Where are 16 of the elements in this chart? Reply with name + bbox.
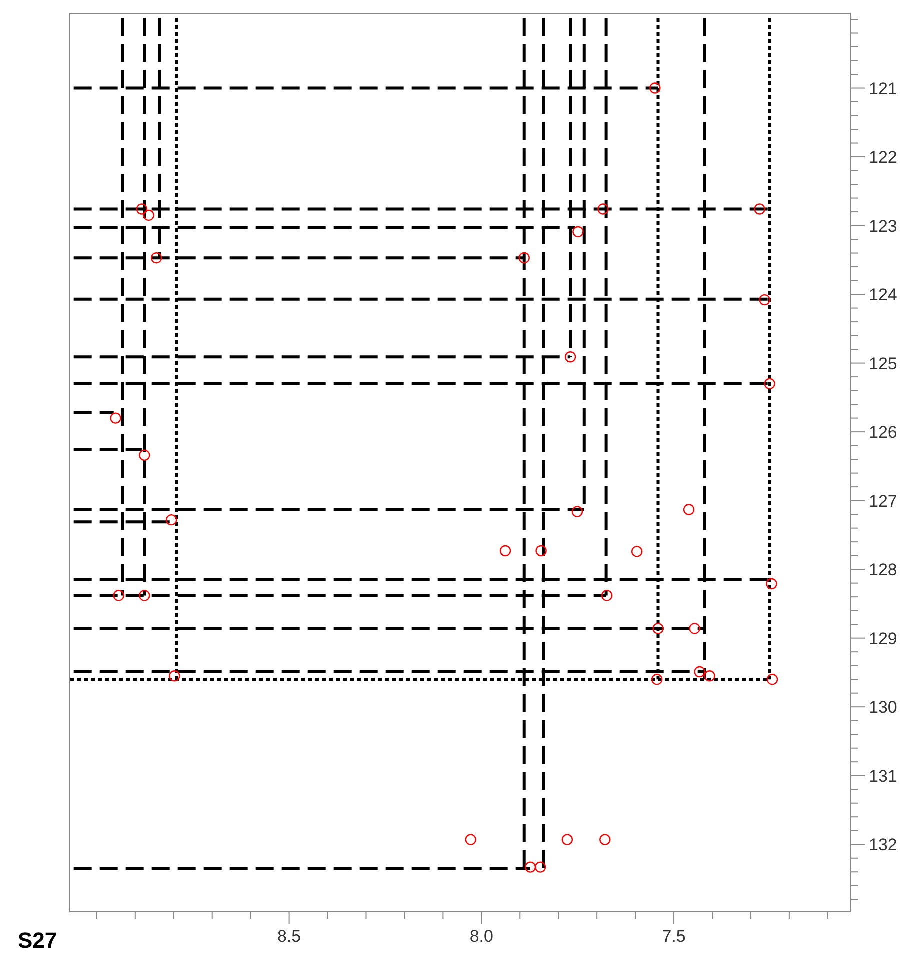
y-tick-label: 126 bbox=[869, 423, 898, 442]
x-tick-label: 8.0 bbox=[470, 927, 494, 946]
y-tick-label: 121 bbox=[869, 79, 898, 98]
y-tick-label: 123 bbox=[869, 216, 898, 236]
text: S27 bbox=[18, 928, 58, 953]
y-tick-label: 129 bbox=[869, 629, 898, 648]
y-tick-label: 132 bbox=[869, 836, 898, 855]
y-tick-label: 125 bbox=[869, 354, 898, 374]
y-tick-label: 131 bbox=[869, 766, 898, 786]
y-tick-label: 127 bbox=[869, 492, 898, 511]
y-tick-label: 122 bbox=[869, 148, 898, 168]
y-tick-label: 130 bbox=[869, 698, 898, 718]
y-tick-label: 128 bbox=[869, 560, 898, 580]
x-tick-label: 8.5 bbox=[277, 927, 302, 946]
y-tick-label: 124 bbox=[869, 286, 898, 305]
x-tick-label: 7.5 bbox=[662, 927, 686, 946]
